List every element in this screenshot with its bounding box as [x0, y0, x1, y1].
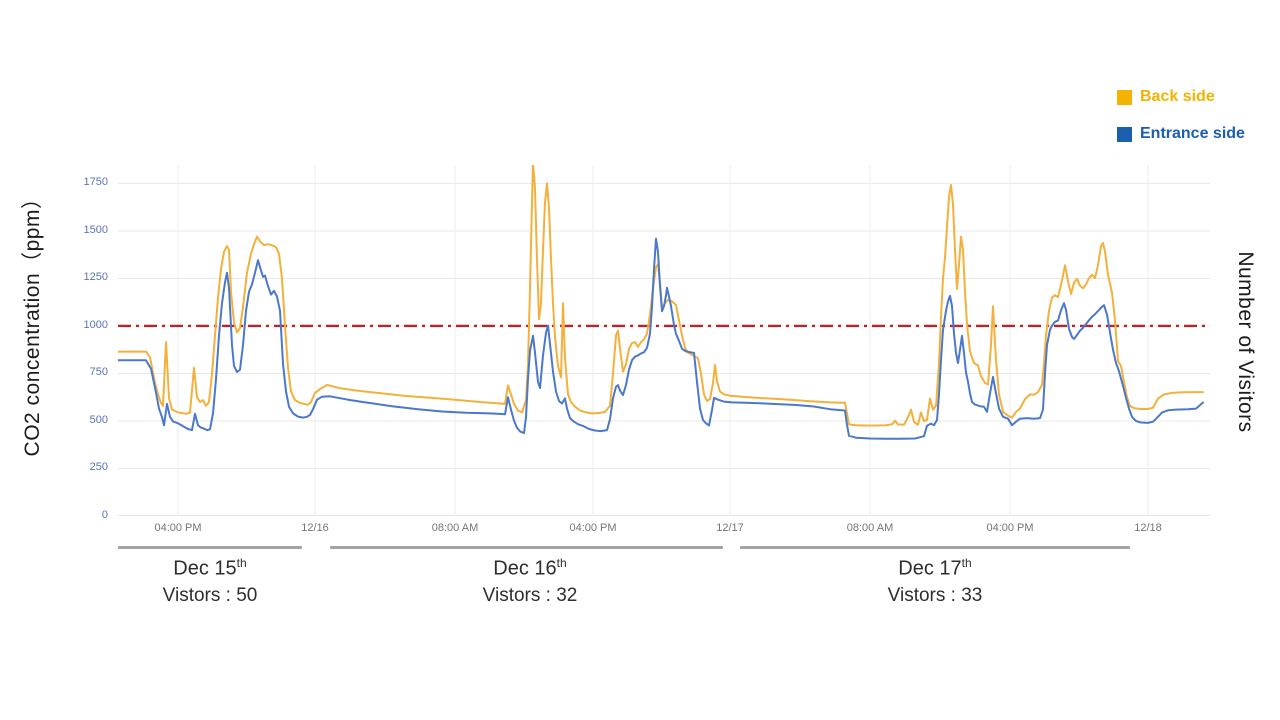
legend-item-entrance-side: Entrance side — [1117, 125, 1245, 143]
y-tick-label: 0 — [101, 509, 108, 521]
x-tick-label: 04:00 PM — [154, 522, 202, 534]
x-tick-label: 12/17 — [716, 522, 744, 534]
back-side-swatch-icon — [1117, 89, 1132, 105]
y-tick-label: 1250 — [83, 271, 108, 284]
x-tick-label: 04:00 PM — [986, 522, 1034, 534]
day-bar-dec15 — [118, 546, 302, 549]
y-axis-title-left: CO2 concentration（ppm） — [21, 187, 44, 457]
x-tick-label: 08:00 AM — [431, 522, 479, 534]
y-tick-label: 500 — [89, 413, 108, 426]
x-tick-label: 12/18 — [1134, 522, 1162, 534]
entrance-side-swatch-icon — [1117, 126, 1132, 142]
y-tick-label: 1750 — [83, 176, 108, 189]
day-bar-dec17 — [740, 546, 1130, 549]
y-tick-label: 1500 — [83, 223, 108, 236]
y-axis-title-right: Number of Visitors — [1234, 251, 1257, 433]
entrance-side-line — [118, 237, 1204, 440]
day-date-dec16: Dec 16th — [493, 556, 567, 580]
legend: Back side Entrance side — [1117, 88, 1245, 143]
day-label-dec15: Dec 15th Vistors : 50 — [110, 556, 310, 607]
day-date-dec15: Dec 15th — [173, 556, 247, 580]
day-bar-dec16 — [330, 546, 723, 549]
legend-label-back-side: Back side — [1140, 88, 1215, 105]
day-date-dec17: Dec 17th — [898, 556, 972, 580]
day-visitors-dec17: Vistors : 33 — [887, 584, 983, 606]
y-tick-label: 250 — [89, 461, 108, 474]
x-tick-label: 08:00 AM — [846, 522, 894, 534]
day-label-dec17: Dec 17th Vistors : 33 — [835, 556, 1035, 607]
legend-label-entrance-side: Entrance side — [1140, 125, 1245, 142]
back-side-line — [118, 165, 1204, 427]
day-visitors-dec15: Vistors : 50 — [162, 584, 258, 606]
chart-svg — [118, 165, 1210, 516]
day-visitors-dec16: Vistors : 32 — [482, 584, 578, 606]
legend-item-back-side: Back side — [1117, 88, 1245, 106]
x-tick-label: 04:00 PM — [569, 522, 617, 534]
y-tick-label: 1000 — [83, 318, 108, 331]
y-tick-label: 750 — [89, 366, 108, 379]
x-tick-label: 12/16 — [301, 522, 329, 534]
day-label-dec16: Dec 16th Vistors : 32 — [430, 556, 630, 607]
